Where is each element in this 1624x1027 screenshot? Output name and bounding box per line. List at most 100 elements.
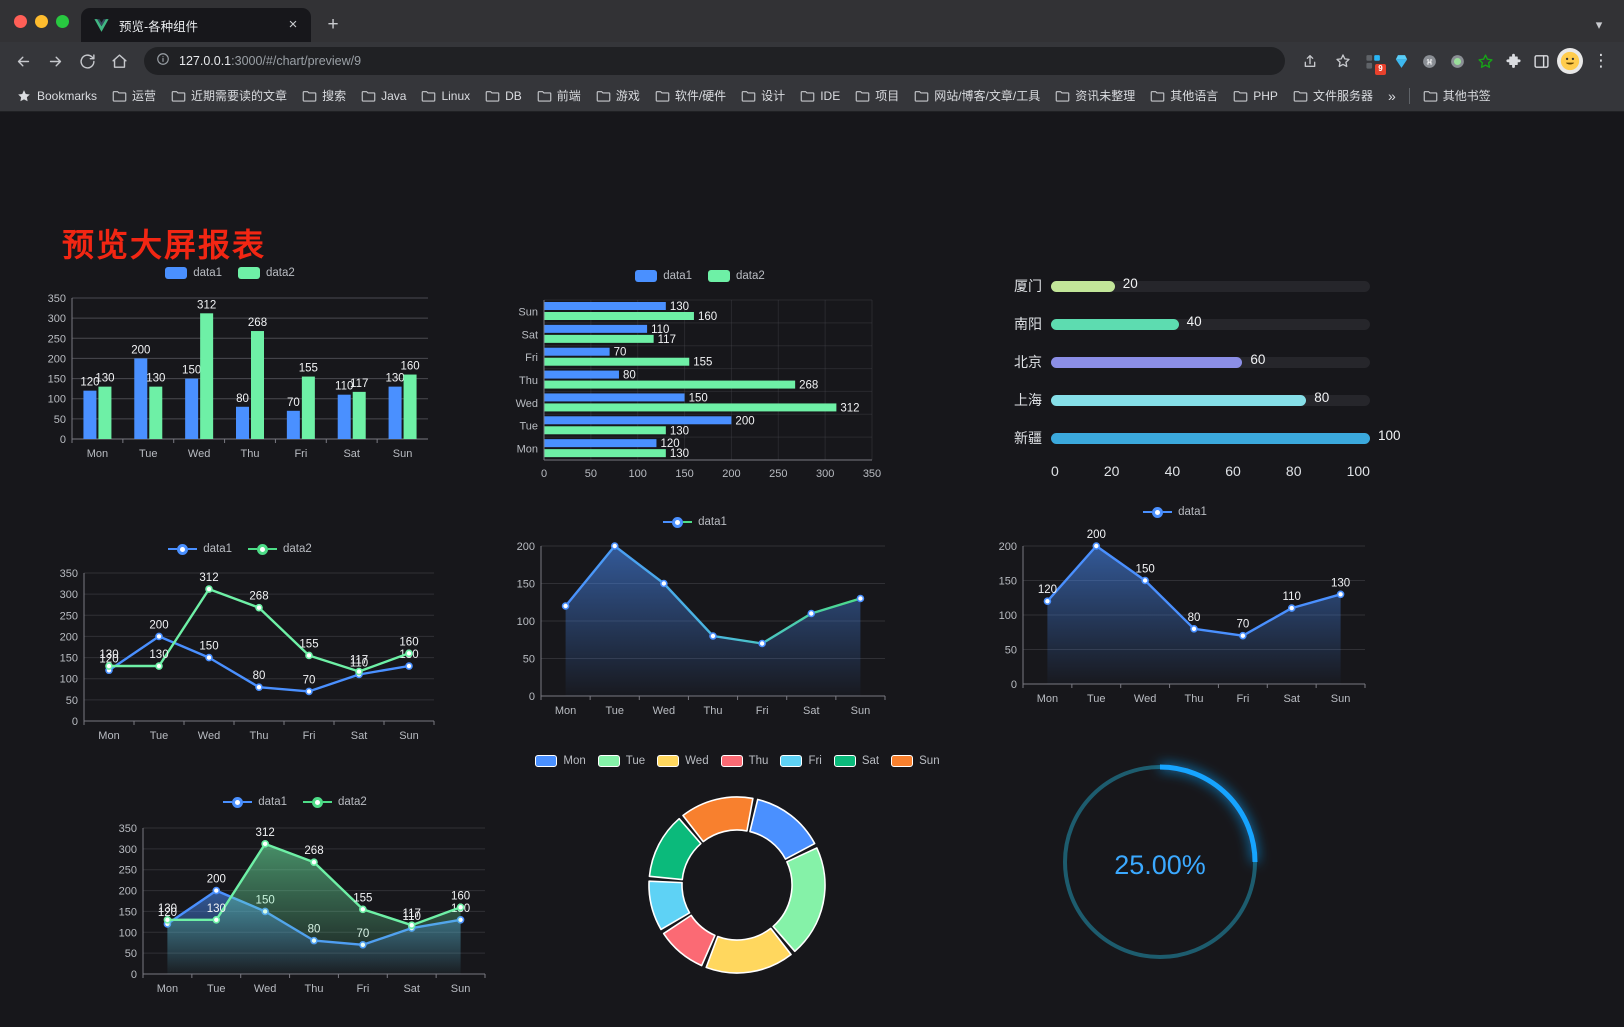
chevron-down-icon[interactable]: ▾ <box>1595 17 1603 32</box>
svg-text:312: 312 <box>840 402 859 414</box>
legend-item[interactable]: Thu <box>720 755 768 767</box>
bookmark-item[interactable]: PHP <box>1226 86 1285 106</box>
legend-item-data2[interactable]: data2 <box>238 267 295 279</box>
new-tab-button[interactable]: + <box>327 14 339 35</box>
command-icon[interactable]: ⌘ <box>1417 48 1442 74</box>
bookmark-item[interactable]: 项目 <box>848 84 906 107</box>
legend-item-data2[interactable]: data2 <box>248 543 312 555</box>
bookmark-label: 文件服务器 <box>1312 89 1373 103</box>
star-outline-green-icon[interactable] <box>1473 48 1498 74</box>
folder-icon <box>302 89 317 103</box>
legend-item[interactable]: Tue <box>597 755 645 767</box>
legend-item[interactable]: Sun <box>891 755 940 767</box>
site-info-icon[interactable] <box>156 52 170 71</box>
legend-label: data1 <box>258 796 287 808</box>
svg-text:150: 150 <box>517 579 535 591</box>
svg-text:150: 150 <box>999 576 1017 588</box>
bookmark-item[interactable]: DB <box>478 86 529 106</box>
reload-button[interactable] <box>72 46 102 76</box>
svg-text:0: 0 <box>60 434 66 446</box>
extensions-grid-icon[interactable]: 9 <box>1361 48 1386 75</box>
svg-text:110: 110 <box>651 324 669 336</box>
circle-green-icon[interactable] <box>1445 48 1470 74</box>
svg-text:312: 312 <box>256 827 275 839</box>
legend-item-data1[interactable]: data1 <box>168 543 232 555</box>
axis-tick: 80 <box>1285 463 1302 479</box>
chart-legend: data1 data2 <box>30 262 430 284</box>
address-bar[interactable]: 127.0.0.1:3000/#/chart/preview/9 <box>144 47 1285 75</box>
svg-text:150: 150 <box>689 392 708 404</box>
bookmark-item[interactable]: Linux <box>414 86 477 106</box>
browser-menu-button[interactable]: ⋮ <box>1592 51 1610 70</box>
bookmark-star-icon[interactable] <box>1328 46 1358 76</box>
progress-value: 20 <box>1122 275 1138 291</box>
folder-icon <box>596 89 611 103</box>
svg-text:100: 100 <box>999 610 1017 622</box>
profile-avatar[interactable] <box>1557 48 1583 74</box>
home-button[interactable] <box>104 46 134 76</box>
legend-swatch <box>597 755 620 767</box>
bookmarks-overflow-button[interactable]: » <box>1387 87 1396 104</box>
bookmark-item-bookmarks[interactable]: Bookmarks <box>10 86 104 106</box>
extension-badge-count: 9 <box>1375 64 1386 75</box>
bookmark-item[interactable]: 游戏 <box>589 84 647 107</box>
svg-text:150: 150 <box>1136 564 1155 576</box>
share-icon[interactable] <box>1295 46 1325 76</box>
legend-label: data1 <box>193 267 222 279</box>
legend-item[interactable]: Fri <box>780 755 822 767</box>
close-window-button[interactable] <box>14 14 27 28</box>
browser-tab[interactable]: 预览-各种组件 × <box>81 8 311 42</box>
bookmark-item[interactable]: 运营 <box>105 84 163 107</box>
bookmark-item[interactable]: 近期需要读的文章 <box>164 84 294 107</box>
bookmark-item[interactable]: 资讯未整理 <box>1048 84 1142 107</box>
legend-item-data2[interactable]: data2 <box>708 270 765 282</box>
close-icon[interactable]: × <box>288 16 298 33</box>
bookmark-item[interactable]: 设计 <box>734 84 792 107</box>
legend-label: data2 <box>736 270 765 282</box>
svg-text:130: 130 <box>385 373 404 385</box>
legend-item[interactable]: Mon <box>535 755 586 767</box>
puzzle-icon[interactable] <box>1501 48 1526 74</box>
legend-item-data1[interactable]: data1 <box>1143 506 1207 518</box>
svg-text:80: 80 <box>623 370 636 382</box>
bookmark-item[interactable]: Java <box>354 86 413 106</box>
forward-button[interactable] <box>40 46 70 76</box>
maximize-window-button[interactable] <box>56 14 69 28</box>
chart-canvas: 0 50 100 150 200 Mon Tue Wed Thu Fri Sat Sun <box>517 541 886 717</box>
bookmark-item[interactable]: IDE <box>793 86 847 106</box>
svg-text:100: 100 <box>60 674 78 686</box>
bookmark-item[interactable]: 其他语言 <box>1143 84 1225 107</box>
star-filled-icon <box>17 89 32 103</box>
bookmark-item[interactable]: 前端 <box>530 84 588 107</box>
legend-item-data1[interactable]: data1 <box>663 516 727 528</box>
legend-item-data1[interactable]: data1 <box>635 270 692 282</box>
window-controls[interactable] <box>10 0 81 42</box>
legend-item[interactable]: Sat <box>833 755 879 767</box>
bookmark-item[interactable]: 搜索 <box>295 84 353 107</box>
legend-item-data1[interactable]: data1 <box>165 267 222 279</box>
minimize-window-button[interactable] <box>35 14 48 28</box>
back-button[interactable] <box>8 46 38 76</box>
bookmark-item[interactable]: 网站/博客/文章/工具 <box>907 84 1047 107</box>
side-panel-icon[interactable] <box>1529 48 1554 74</box>
legend-item[interactable]: Wed <box>657 755 709 767</box>
svg-text:80: 80 <box>253 670 266 682</box>
legend-item-data2[interactable]: data2 <box>303 796 367 808</box>
diamond-icon[interactable] <box>1389 48 1414 74</box>
progress-value: 40 <box>1186 313 1202 329</box>
browser-toolbar: 127.0.0.1:3000/#/chart/preview/9 9 <box>0 42 1624 80</box>
bookmark-item[interactable]: 软件/硬件 <box>648 84 733 107</box>
svg-text:155: 155 <box>693 357 712 369</box>
chart-canvas <box>1063 764 1258 959</box>
legend-swatch <box>535 755 558 767</box>
folder-icon <box>741 89 756 103</box>
bookmark-item[interactable]: 文件服务器 <box>1286 84 1380 107</box>
legend-item-data1[interactable]: data1 <box>223 796 287 808</box>
svg-text:Thu: Thu <box>1185 693 1204 705</box>
svg-text:Mon: Mon <box>1037 693 1058 705</box>
bookmark-label: 软件/硬件 <box>674 89 727 103</box>
bookmark-item-other[interactable]: 其他书签 <box>1416 84 1498 107</box>
legend-line-marker <box>303 796 332 808</box>
svg-text:150: 150 <box>60 653 78 665</box>
svg-text:Sun: Sun <box>1331 693 1351 705</box>
